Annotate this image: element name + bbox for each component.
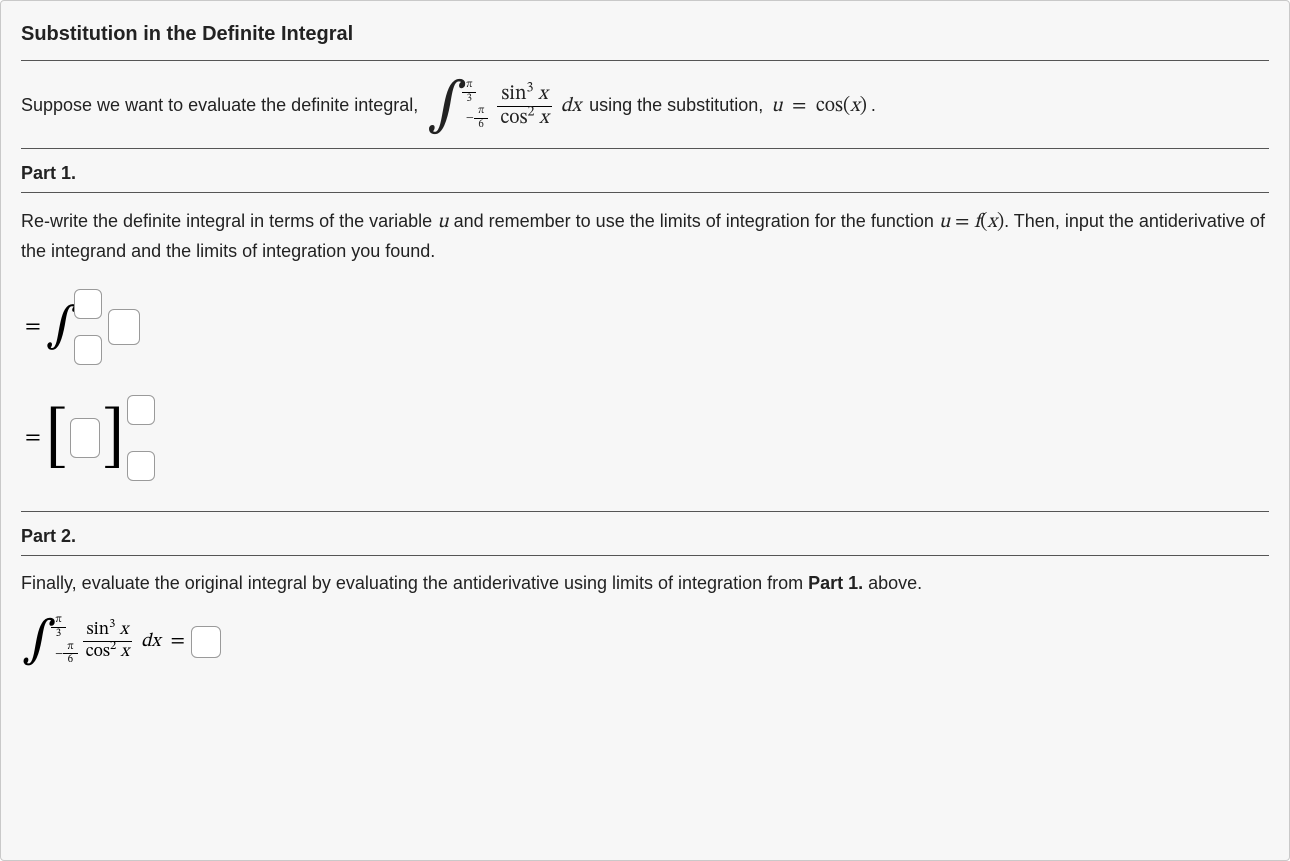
fn-sin: sin [501, 84, 526, 104]
antiderivative-eval-row: = [ ] [25, 395, 1269, 481]
antiderivative-input[interactable] [70, 418, 100, 458]
final-num: sin3 x [83, 620, 133, 642]
dx: dx [561, 91, 581, 122]
final-integrand: sin3 x cos2 x [82, 620, 133, 662]
upper-limit: π 3 [462, 79, 477, 105]
final-sin: sin [87, 621, 110, 639]
final-integral: ∫ π 3 − π 6 [21, 610, 78, 673]
eq-sign-2: = [25, 424, 41, 452]
sub-cos: cos [816, 96, 843, 116]
divider [21, 60, 1269, 61]
final-sin-exp: 3 [109, 617, 115, 630]
integrand-input[interactable] [108, 309, 140, 345]
part1-text: Re-write the definite integral in terms … [21, 207, 1269, 266]
intro-integral: ∫ π 3 − π 6 [426, 75, 488, 138]
final-sin-arg: x [120, 621, 129, 639]
intro-integrand-frac: sin3 x cos2 x [496, 83, 552, 130]
divider [21, 511, 1269, 512]
integral-limits: π 3 − π 6 [468, 75, 488, 138]
final-lower-sign: − [55, 648, 63, 659]
final-cos: cos [86, 643, 110, 661]
intro-integrand-den: cos2 x [496, 107, 552, 130]
fn-cos: cos [500, 108, 527, 128]
part2-text: Finally, evaluate the original integral … [21, 570, 1269, 598]
final-dx: dx [141, 630, 160, 654]
sin-arg: x [538, 84, 548, 104]
p1-text-b: and remember to use the limits of integr… [449, 211, 939, 231]
final-answer-input[interactable] [191, 626, 221, 658]
u-integral-limits-col [74, 289, 102, 365]
p1-ufx-x: x [987, 212, 997, 232]
lower-sign: − [466, 113, 474, 124]
sin-exp: 3 [527, 81, 534, 95]
eval-limits-col [127, 395, 155, 481]
intro-mid: using the substitution, [589, 92, 763, 120]
upper-num: π [462, 79, 477, 93]
intro-lead: Suppose we want to evaluate the definite… [21, 92, 418, 120]
final-upper-num: π [51, 614, 66, 628]
p1-ufx-u: u [939, 212, 950, 232]
p1-ufx: u = f(x) [939, 212, 1004, 232]
p2-text: Finally, evaluate the original integral … [21, 573, 808, 593]
lower-limit-input[interactable] [74, 335, 102, 365]
eval-lower-input[interactable] [127, 451, 155, 481]
p1-ufx-eq: = [955, 212, 969, 232]
lower-num: π [474, 105, 489, 119]
final-integral-limits: π 3 − π 6 [57, 610, 77, 673]
final-cos-arg: x [121, 643, 130, 661]
cos-arg: x [539, 108, 549, 128]
final-eval-row: ∫ π 3 − π 6 sin3 x [21, 610, 1269, 673]
sub-u: u [771, 96, 782, 116]
intro-integrand-num: sin3 x [497, 83, 551, 107]
divider [21, 192, 1269, 193]
part1-heading: Part 1. [21, 163, 1269, 184]
lower-den: 6 [474, 119, 487, 132]
p2-ref: Part 1. [808, 573, 863, 593]
final-upper: π 3 [51, 614, 66, 640]
final-lower: π 6 [63, 641, 78, 667]
final-lower-den: 6 [64, 654, 77, 667]
cos-exp: 2 [528, 105, 535, 119]
divider [21, 148, 1269, 149]
page-title: Substitution in the Definite Integral [21, 23, 1269, 46]
eq-sign-1: = [25, 313, 41, 341]
lower-limit: π 6 [474, 105, 489, 131]
divider [21, 555, 1269, 556]
sub-rparen: ) [860, 96, 867, 116]
intro-line: Suppose we want to evaluate the definite… [21, 75, 1269, 138]
rewritten-integral-row: = ∫ [25, 289, 1269, 365]
final-cos-exp: 2 [110, 639, 116, 652]
intro-period: . [871, 92, 876, 120]
substitution: u = cos(x) [771, 91, 867, 122]
sub-x: x [850, 96, 860, 116]
problem-panel: Substitution in the Definite Integral Su… [0, 0, 1290, 861]
p1-text-a: Re-write the definite integral in terms … [21, 211, 437, 231]
rbracket: ] [102, 412, 125, 465]
p1-u: u [437, 212, 448, 232]
final-lower-num: π [63, 641, 78, 655]
upper-limit-input[interactable] [74, 289, 102, 319]
eval-upper-input[interactable] [127, 395, 155, 425]
final-eq: = [170, 629, 184, 654]
final-upper-den: 3 [52, 628, 65, 641]
bracket-eval: [ ] [45, 412, 125, 465]
part2-heading: Part 2. [21, 526, 1269, 547]
p2-tail: above. [863, 573, 922, 593]
sub-eq: = [792, 96, 806, 116]
lbracket: [ [45, 412, 68, 465]
final-den: cos2 x [82, 642, 133, 663]
upper-den: 3 [462, 93, 475, 106]
